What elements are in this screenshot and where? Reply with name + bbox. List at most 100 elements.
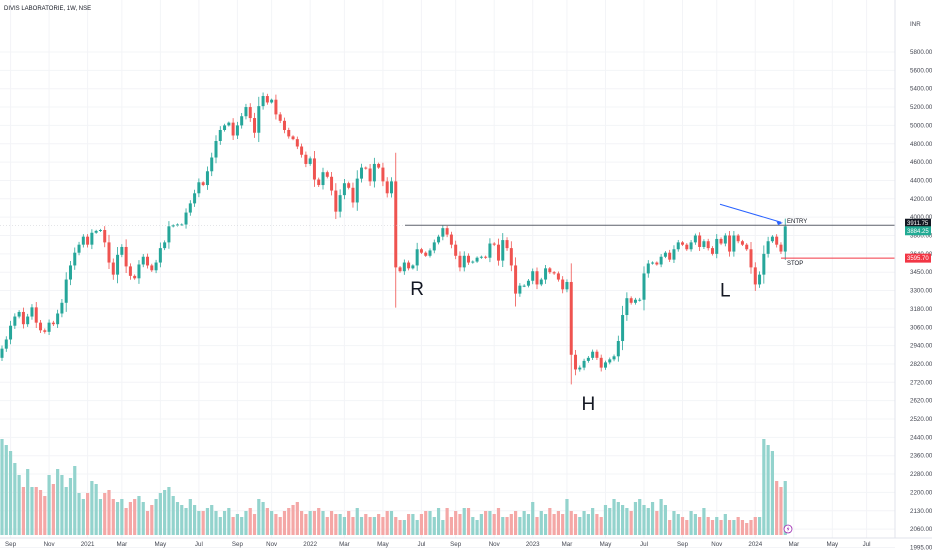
candle-body	[706, 241, 710, 249]
candle-body	[68, 265, 72, 280]
candle-body	[342, 183, 346, 196]
volume-bar	[287, 508, 291, 535]
candle-body	[171, 225, 175, 227]
volume-bar	[655, 511, 659, 535]
candle-body	[428, 250, 432, 256]
price-tick-label: 4200.00	[910, 196, 932, 203]
candle-body	[685, 244, 689, 250]
volume-bar	[180, 505, 184, 535]
candle-body	[740, 241, 744, 245]
candle-body	[646, 263, 650, 274]
candle-body	[325, 172, 329, 177]
candle-body	[762, 253, 766, 275]
price-tick-label: 1995.00	[910, 544, 932, 550]
candle-body	[651, 262, 655, 264]
time-zone-icon[interactable]	[783, 524, 793, 534]
volume-bar	[783, 481, 787, 535]
time-tick-label: May	[826, 541, 839, 548]
candle-body	[201, 182, 205, 186]
candle-body	[676, 242, 680, 250]
candle-body	[21, 311, 25, 325]
price-tick-label: 2620.00	[910, 398, 932, 405]
volume-bar	[120, 499, 124, 535]
time-axis[interactable]: Sep Nov 2021 Mar May Jul Sep Nov 2022 Mar May Jul Se…	[0, 537, 932, 548]
price-tick-label: 2820.00	[910, 361, 932, 368]
candle-body	[591, 351, 595, 358]
candle-body	[351, 187, 355, 203]
volume-bar	[565, 499, 569, 535]
volume-bar	[719, 520, 723, 535]
price-tick-label: 2520.00	[910, 416, 932, 423]
candle-body	[107, 242, 111, 263]
price-tick-label: 2200.00	[910, 489, 932, 496]
volume-bar	[578, 517, 582, 535]
entry-price-tag-text: 3911.75	[907, 221, 929, 227]
candle-body	[244, 107, 248, 117]
candle-body	[231, 122, 235, 136]
candle-body	[625, 298, 629, 316]
candle-body	[411, 265, 415, 269]
volume-bar	[128, 502, 132, 535]
candle-body	[240, 116, 244, 126]
candle-body	[603, 362, 607, 368]
volume-bar	[659, 499, 663, 535]
candle-body	[488, 243, 492, 258]
volume-bar	[672, 511, 676, 535]
candle-body	[180, 224, 184, 226]
volume-bar	[753, 517, 757, 535]
volume-bar	[629, 511, 633, 535]
volume-bar	[419, 514, 424, 535]
volume-bar	[475, 520, 479, 535]
volume-bar	[646, 508, 650, 535]
candle-body	[518, 285, 522, 294]
volume-bar	[240, 517, 244, 535]
candle-body	[544, 268, 548, 280]
candle-body	[9, 325, 13, 340]
candle-body	[364, 167, 368, 169]
volume-bar	[411, 514, 415, 535]
price-tick-label: 4800.00	[910, 141, 932, 148]
candle-body	[779, 244, 783, 252]
volume-bar	[137, 496, 141, 535]
price-tick-label: 4400.00	[910, 177, 932, 184]
candle-body	[338, 195, 342, 212]
volume-bar	[154, 499, 158, 535]
volume-bar	[595, 514, 599, 535]
time-tick-label: 2024	[748, 541, 762, 548]
volume-bar	[591, 508, 595, 535]
volume-bar	[329, 511, 334, 535]
volume-bar	[561, 514, 565, 535]
volume-bar	[321, 511, 325, 535]
level-lines[interactable]: ENTRY STOP	[0, 203, 895, 267]
volume-bar	[650, 502, 655, 535]
volume-bar	[398, 520, 402, 535]
candle-body	[612, 356, 616, 360]
candle-body	[736, 235, 740, 242]
volume-bar	[312, 511, 317, 535]
candle-body	[595, 351, 599, 358]
volume-bar	[4, 445, 8, 535]
price-tick-label: 2130.00	[910, 508, 932, 515]
volume-bar	[466, 508, 471, 535]
candle-body	[308, 158, 312, 164]
candle-body	[398, 267, 402, 272]
candle-body	[728, 235, 732, 252]
volume-bar	[133, 499, 137, 535]
candle-body	[719, 238, 723, 244]
candle-body	[261, 96, 265, 107]
volume-bar	[514, 511, 518, 535]
price-axis[interactable]: INR 5800.00 5600.00 5400.00 5200.00 5000.00 4…	[894, 0, 932, 550]
candle-body	[372, 163, 376, 182]
volume-bar	[291, 505, 295, 535]
volume-bar	[638, 499, 642, 535]
candle-body	[111, 262, 115, 275]
price-tick-label: 3300.00	[910, 288, 932, 295]
time-tick-label: Sep	[5, 541, 17, 548]
volume-bar	[8, 451, 13, 535]
volume-bar	[377, 514, 381, 535]
candle-body	[248, 107, 252, 119]
volume-bar	[501, 517, 505, 535]
volume-bar	[582, 511, 586, 535]
pattern-annotations: R H L	[410, 279, 730, 415]
